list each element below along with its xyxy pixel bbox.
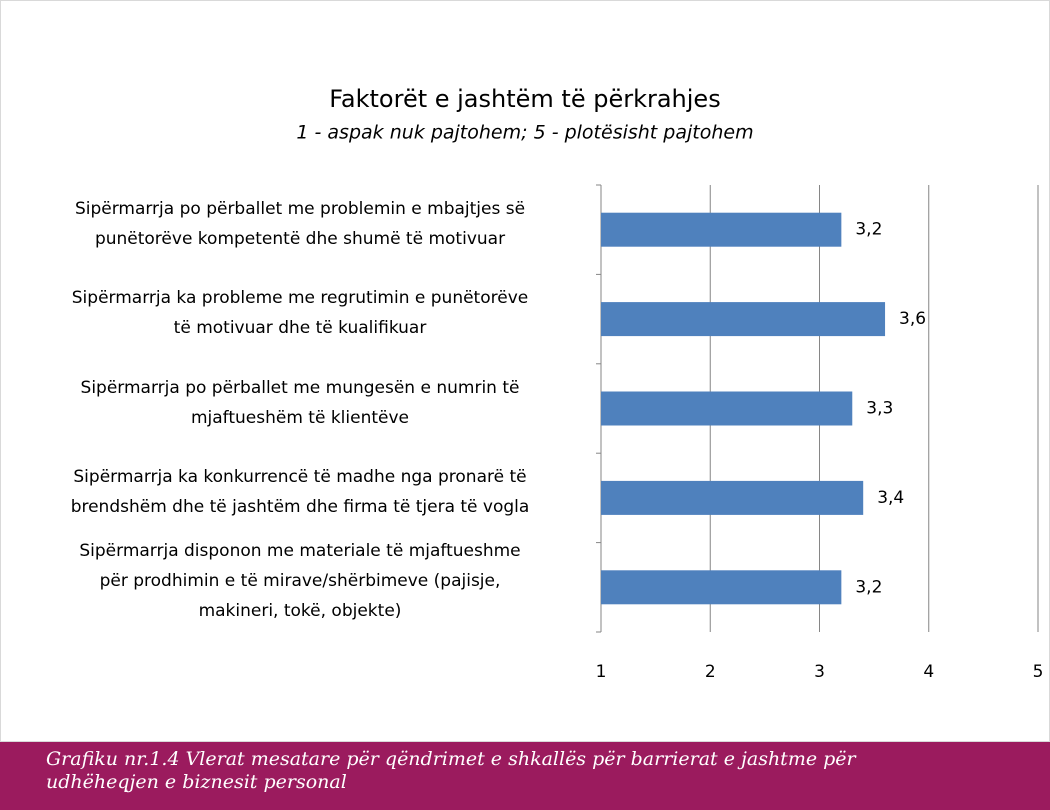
x-tick-label: 3 bbox=[814, 662, 825, 682]
category-label: Sipërmarrja disponon me materiale të mja… bbox=[79, 541, 521, 622]
x-tick-label: 1 bbox=[596, 662, 607, 682]
bar bbox=[601, 391, 853, 426]
category-label: Sipërmarrja po përballet me problemin e … bbox=[74, 198, 526, 249]
chart-title: Faktorët e jashtëm të përkrahjes bbox=[329, 85, 720, 113]
value-label: 3,2 bbox=[855, 220, 882, 240]
chart: Faktorët e jashtëm të përkrahjes 1 - asp… bbox=[0, 0, 1050, 742]
bar bbox=[601, 480, 864, 515]
x-tick-label: 5 bbox=[1033, 662, 1044, 682]
value-label: 3,4 bbox=[877, 488, 904, 508]
value-label: 3,2 bbox=[855, 577, 882, 597]
category-label: Sipërmarrja po përballet me mungesën e n… bbox=[80, 377, 520, 428]
caption-band: Grafiku nr.1.4 Vlerat mesatare për qëndr… bbox=[0, 742, 1050, 810]
value-label: 3,6 bbox=[899, 309, 926, 329]
bar bbox=[601, 570, 842, 605]
category-label: Sipërmarrja ka konkurrencë të madhe nga … bbox=[70, 466, 530, 517]
bar bbox=[601, 212, 842, 247]
x-tick-label: 4 bbox=[923, 662, 934, 682]
category-label: Sipërmarrja ka probleme me regrutimin e … bbox=[71, 288, 529, 339]
x-tick-label: 2 bbox=[705, 662, 716, 682]
bar bbox=[601, 302, 886, 337]
value-label: 3,3 bbox=[866, 399, 893, 419]
caption: Grafiku nr.1.4 Vlerat mesatare për qëndr… bbox=[46, 748, 856, 793]
chart-border bbox=[0, 0, 1050, 742]
chart-subtitle: 1 - aspak nuk pajtohem; 5 - plotësisht p… bbox=[296, 122, 753, 144]
